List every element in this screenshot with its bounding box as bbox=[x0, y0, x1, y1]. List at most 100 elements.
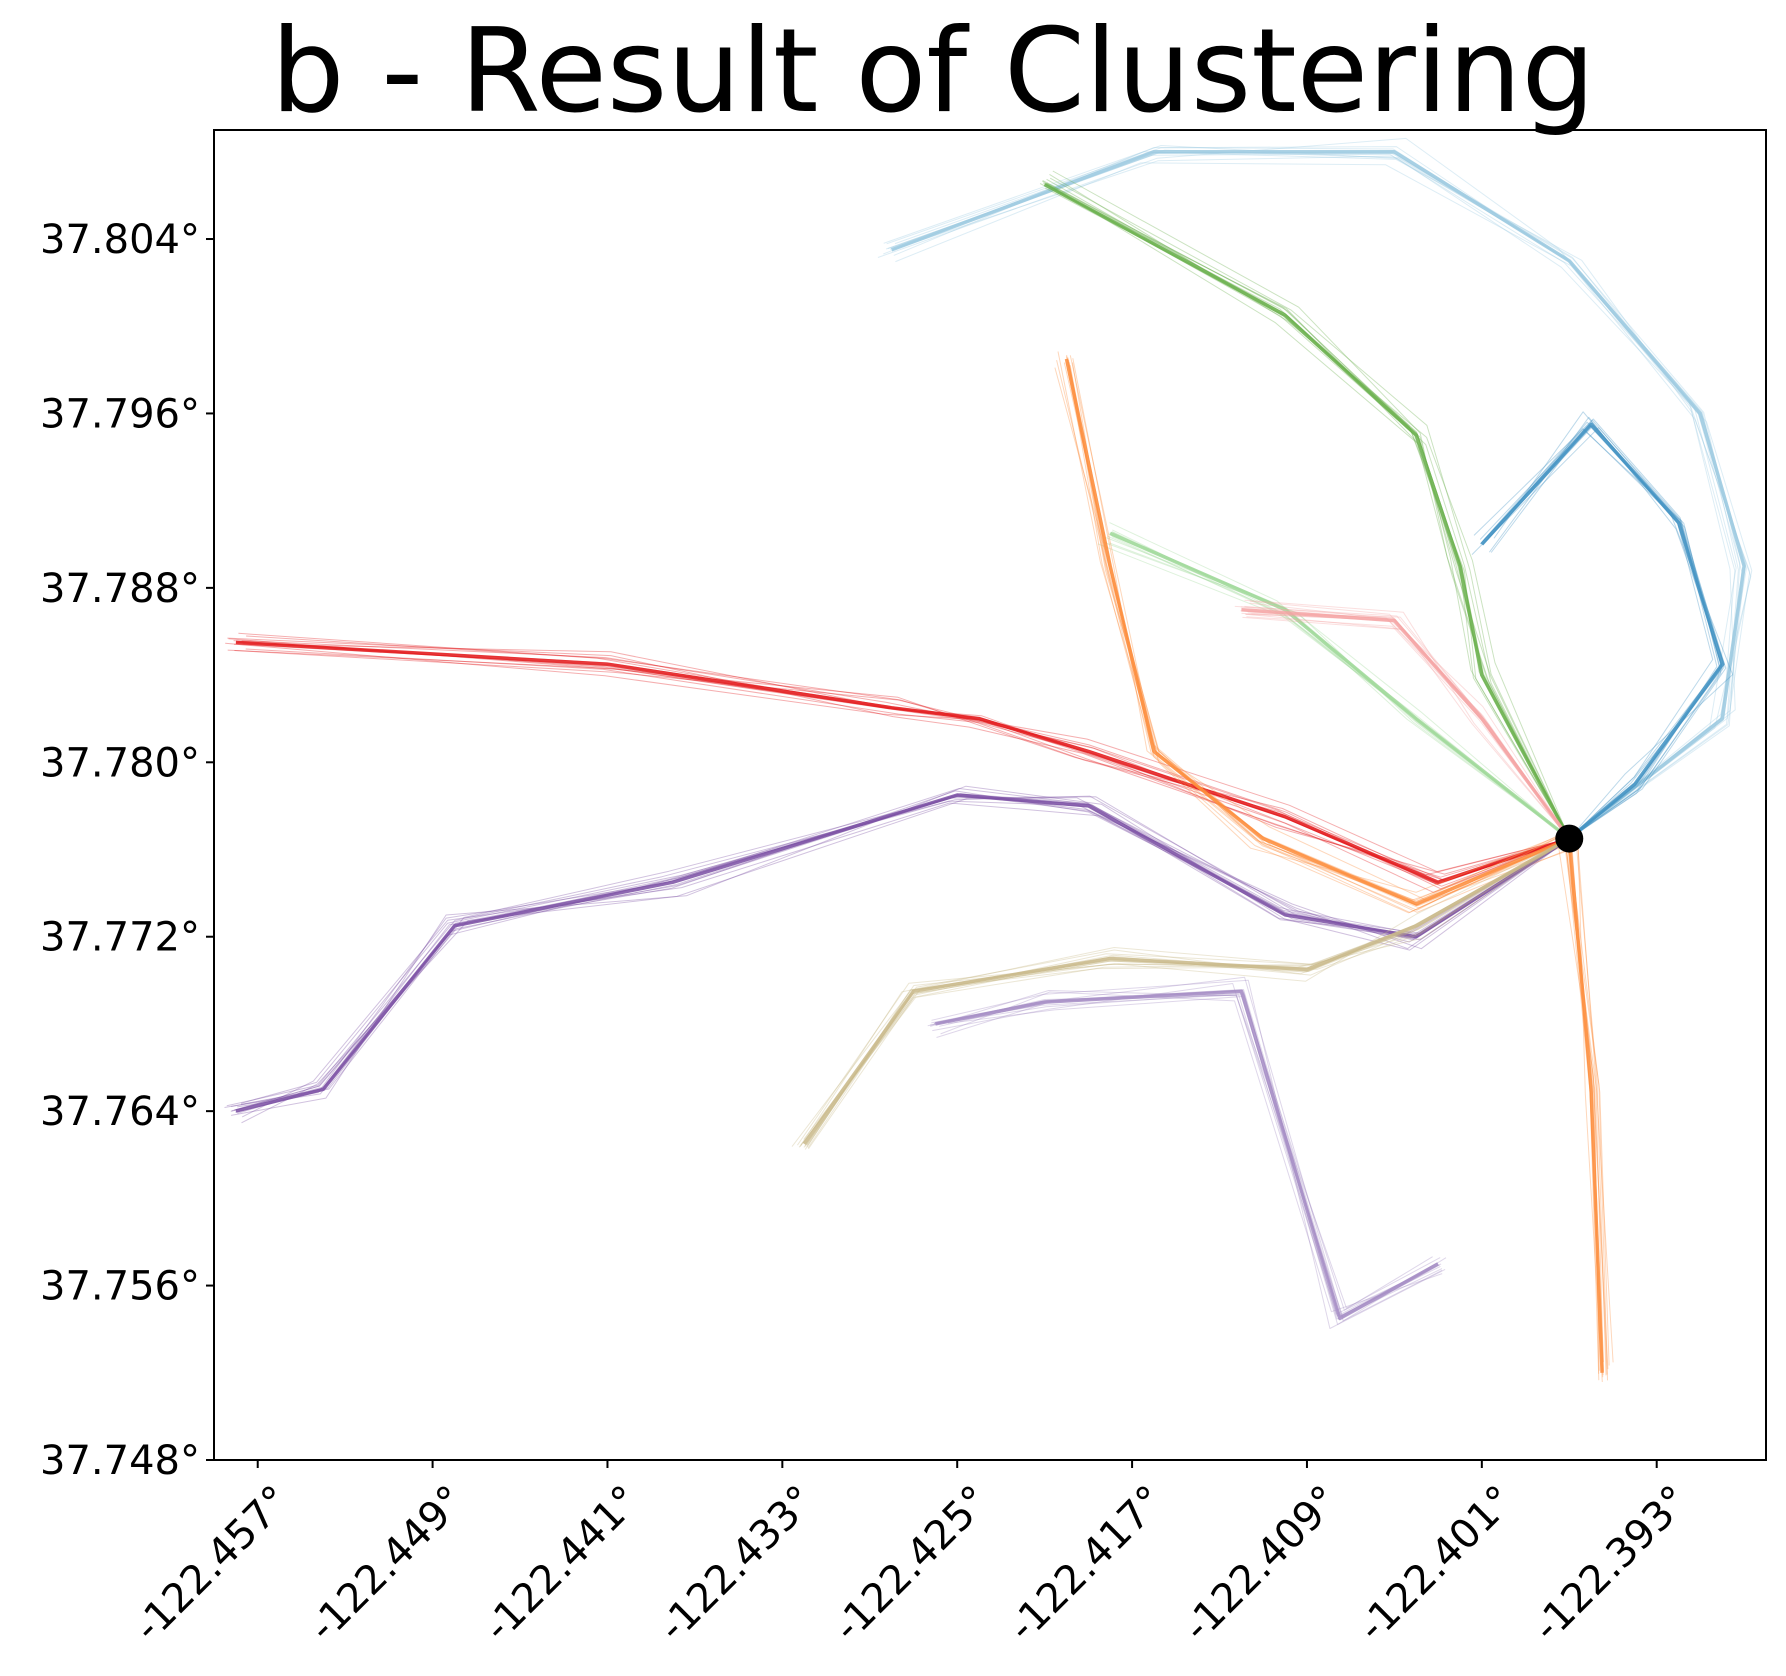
trajectory-line bbox=[1097, 543, 1570, 839]
trajectory-line bbox=[1052, 170, 1570, 839]
trajectory-line bbox=[947, 996, 1447, 1325]
trajectory-line bbox=[228, 638, 1570, 876]
y-tick-label: 37.788° bbox=[40, 566, 200, 612]
trajectory-line bbox=[1044, 187, 1570, 839]
trajectory-line bbox=[231, 788, 1570, 1107]
series-main-line bbox=[935, 989, 1439, 1321]
trajectory-line bbox=[241, 797, 1570, 1124]
x-tick-label: -122.393° bbox=[1524, 1477, 1698, 1651]
trajectory-line bbox=[796, 838, 1570, 1146]
trajectory-line bbox=[931, 979, 1446, 1329]
trajectory-line bbox=[1043, 183, 1570, 839]
x-tick-label: -122.449° bbox=[300, 1477, 474, 1651]
trajectory-line bbox=[1245, 613, 1570, 839]
x-tick-label: -122.417° bbox=[1000, 1477, 1174, 1651]
trajectory-line bbox=[885, 149, 1752, 839]
series-cluster-orange bbox=[1054, 351, 1614, 1383]
trajectory-line bbox=[1109, 522, 1570, 840]
destination-layer bbox=[1555, 824, 1584, 853]
series-main-line bbox=[890, 150, 1746, 840]
trajectory-line bbox=[1246, 616, 1570, 839]
trajectory-line bbox=[1049, 173, 1570, 839]
trajectory-line bbox=[1046, 182, 1570, 839]
trajectory-line bbox=[227, 637, 1570, 878]
trajectory-line bbox=[238, 632, 1570, 881]
trajectory-line bbox=[1042, 180, 1570, 839]
y-tick-label: 37.748° bbox=[40, 1438, 200, 1484]
chart-title: b - Result of Clustering bbox=[270, 4, 1596, 139]
series-main-line bbox=[1480, 422, 1725, 840]
trajectory-line bbox=[1244, 613, 1570, 839]
x-tick-label: -122.433° bbox=[650, 1477, 824, 1651]
trajectory-line bbox=[246, 635, 1570, 882]
trajectory-line bbox=[1242, 616, 1570, 839]
trajectory-line bbox=[1110, 531, 1570, 839]
trajectory-line bbox=[1247, 612, 1570, 839]
series-cluster-dark-blue bbox=[1471, 411, 1734, 840]
series-cluster-purple bbox=[224, 785, 1571, 1124]
trajectory-line bbox=[1109, 532, 1570, 839]
y-tick-label: 37.764° bbox=[40, 1089, 200, 1135]
plot-frame bbox=[213, 129, 1767, 1461]
trajectory-line bbox=[1043, 182, 1570, 839]
series-main-line bbox=[1241, 607, 1571, 840]
trajectory-line bbox=[1069, 355, 1608, 1375]
series-cluster-pink bbox=[1234, 599, 1571, 840]
trajectory-line bbox=[1103, 541, 1570, 839]
trajectory-line bbox=[895, 162, 1737, 839]
series-cluster-tan bbox=[791, 837, 1571, 1150]
trajectory-line bbox=[240, 795, 1570, 1104]
trajectory-line bbox=[226, 800, 1570, 1107]
series-cluster-light-green bbox=[1097, 522, 1571, 840]
series-cluster-light-blue bbox=[877, 137, 1753, 840]
trajectory-line bbox=[932, 983, 1429, 1315]
y-tick-label: 37.756° bbox=[40, 1264, 200, 1310]
y-tick-label: 37.772° bbox=[40, 915, 200, 961]
series-cluster-red bbox=[225, 632, 1570, 893]
trajectory-line bbox=[1108, 533, 1570, 839]
series-main-line bbox=[235, 793, 1571, 1113]
trajectory-line bbox=[804, 838, 1570, 1150]
trajectory-line bbox=[241, 802, 1570, 1118]
trajectory-line bbox=[939, 994, 1438, 1318]
trajectory-line bbox=[938, 994, 1442, 1317]
trajectory-line bbox=[245, 648, 1570, 875]
y-tick-label: 37.796° bbox=[40, 391, 200, 437]
trajectory-line bbox=[1241, 612, 1570, 839]
y-axis: 37.804° 37.796° 37.788° 37.780° 37.772° 37.76… bbox=[40, 217, 214, 1484]
y-tick-label: 37.780° bbox=[40, 740, 200, 786]
trajectory-line bbox=[930, 990, 1441, 1309]
trajectory-line bbox=[1069, 365, 1603, 1383]
trajectory-line bbox=[1107, 535, 1570, 839]
x-axis: -122.457° -122.449° -122.441° -122.433° -122… bbox=[125, 1460, 1698, 1651]
trajectory-line bbox=[1493, 411, 1714, 839]
trajectory-line bbox=[1045, 184, 1570, 839]
trajectory-line bbox=[1482, 422, 1725, 839]
trajectory-line bbox=[1473, 418, 1718, 840]
y-tick-label: 37.804° bbox=[40, 217, 200, 263]
trajectory-line bbox=[931, 989, 1441, 1316]
trajectory-line bbox=[889, 153, 1745, 839]
trajectory-line bbox=[1111, 531, 1570, 839]
trajectory-line bbox=[1482, 424, 1725, 839]
trajectory-line bbox=[927, 990, 1433, 1311]
series-cluster-green bbox=[1039, 170, 1571, 840]
x-tick-label: -122.401° bbox=[1349, 1477, 1523, 1651]
x-tick-label: -122.441° bbox=[475, 1477, 649, 1651]
trajectory-line bbox=[937, 990, 1439, 1318]
trajectory-line bbox=[940, 991, 1443, 1313]
trajectory-line bbox=[892, 151, 1747, 839]
trajectory-line bbox=[1056, 359, 1610, 1366]
trajectory-line bbox=[1054, 189, 1570, 839]
trajectory-line bbox=[1240, 610, 1570, 839]
trajectory-line bbox=[891, 155, 1743, 839]
trajectory-line bbox=[1487, 428, 1724, 839]
destination-point bbox=[1555, 824, 1584, 853]
trajectory-line bbox=[877, 137, 1736, 839]
trajectory-line bbox=[1109, 542, 1570, 840]
series-cluster-light-purple bbox=[927, 976, 1447, 1329]
trajectory-line bbox=[933, 990, 1441, 1321]
trajectory-line bbox=[883, 145, 1753, 839]
trajectory-line bbox=[225, 642, 1570, 873]
